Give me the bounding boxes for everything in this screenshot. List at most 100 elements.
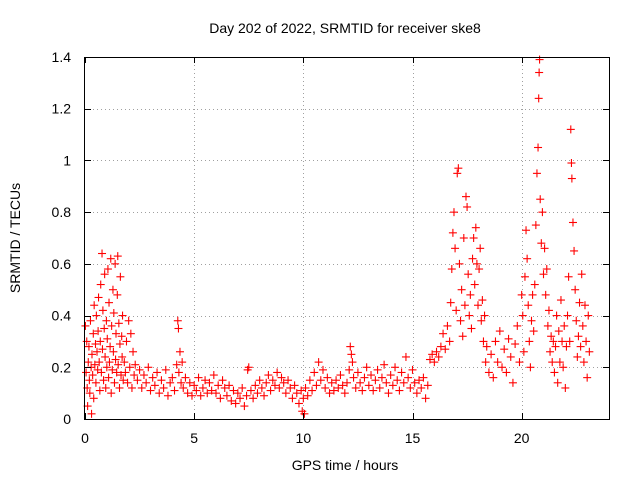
data-point — [408, 365, 417, 374]
data-point — [454, 164, 463, 173]
data-point — [455, 259, 464, 268]
data-point — [382, 378, 391, 387]
data-point — [555, 358, 564, 367]
data-point — [562, 342, 571, 351]
data-point — [504, 334, 513, 343]
data-point — [107, 321, 116, 330]
data-point — [196, 391, 205, 400]
data-point — [369, 386, 378, 395]
data-point — [96, 337, 105, 346]
data-point — [529, 327, 538, 336]
data-point — [538, 208, 547, 217]
data-point — [515, 358, 524, 367]
data-point — [98, 345, 107, 354]
data-point — [526, 363, 535, 372]
data-point — [172, 360, 181, 369]
data-point — [536, 195, 545, 204]
data-point — [131, 360, 140, 369]
data-point — [126, 329, 135, 338]
data-point — [120, 358, 129, 367]
data-point — [421, 394, 430, 403]
data-point — [457, 285, 466, 294]
data-point — [170, 386, 179, 395]
data-point — [93, 347, 102, 356]
grid-lines — [85, 57, 609, 419]
data-point — [297, 386, 306, 395]
data-point — [470, 280, 479, 289]
data-point — [144, 363, 153, 372]
data-point — [482, 342, 491, 351]
data-point — [399, 378, 408, 387]
data-point — [113, 252, 122, 261]
data-point — [459, 234, 468, 242]
data-point — [540, 244, 549, 253]
data-point — [563, 311, 572, 320]
data-point — [233, 389, 242, 398]
data-point — [115, 340, 124, 349]
data-point — [571, 285, 580, 294]
data-point — [148, 373, 157, 382]
data-point — [585, 347, 594, 356]
data-point — [318, 365, 327, 374]
data-point — [92, 311, 101, 320]
data-point — [466, 290, 475, 299]
data-point — [292, 389, 301, 398]
data-point — [153, 368, 162, 377]
data-point — [112, 329, 121, 338]
data-point — [109, 347, 118, 356]
data-point — [130, 371, 139, 380]
data-point — [90, 301, 99, 310]
data-point — [129, 347, 138, 356]
data-point — [142, 378, 151, 387]
data-point — [336, 371, 345, 380]
data-point — [364, 381, 373, 390]
data-point — [474, 301, 482, 310]
data-point — [430, 358, 439, 367]
data-point — [584, 311, 593, 320]
data-point — [310, 368, 319, 377]
data-point — [432, 347, 441, 356]
data-point — [567, 159, 576, 168]
data-point — [107, 389, 116, 398]
data-point — [178, 358, 187, 367]
data-point — [275, 383, 284, 392]
data-point — [546, 347, 555, 356]
data-point — [439, 329, 448, 338]
data-point — [582, 337, 591, 346]
data-point — [513, 321, 522, 330]
data-point — [518, 311, 527, 320]
data-point — [201, 376, 210, 385]
data-point — [87, 409, 96, 418]
data-point — [349, 373, 358, 382]
data-point — [101, 383, 110, 392]
data-point — [487, 350, 496, 359]
data-point — [183, 389, 192, 398]
data-point — [537, 239, 546, 248]
data-point — [520, 272, 529, 281]
data-point — [419, 373, 428, 382]
data-point — [362, 363, 371, 372]
data-point — [542, 265, 551, 274]
data-point — [300, 409, 309, 418]
data-point — [203, 389, 212, 398]
data-point — [231, 399, 240, 408]
data-point — [209, 371, 218, 380]
data-point — [502, 368, 511, 377]
data-point — [98, 306, 107, 315]
data-point — [118, 311, 127, 320]
data-point — [116, 272, 125, 281]
data-point — [288, 394, 297, 403]
data-point — [583, 373, 592, 382]
data-point — [447, 265, 456, 274]
data-point — [125, 363, 134, 372]
data-point — [484, 368, 493, 377]
data-point — [277, 373, 286, 382]
data-point — [572, 316, 581, 325]
data-point — [118, 352, 127, 361]
data-point — [373, 365, 382, 374]
y-tick-label: 0.6 — [52, 256, 72, 272]
data-point — [173, 316, 182, 325]
data-point — [314, 358, 323, 367]
data-point — [106, 342, 115, 351]
data-point — [495, 327, 504, 336]
